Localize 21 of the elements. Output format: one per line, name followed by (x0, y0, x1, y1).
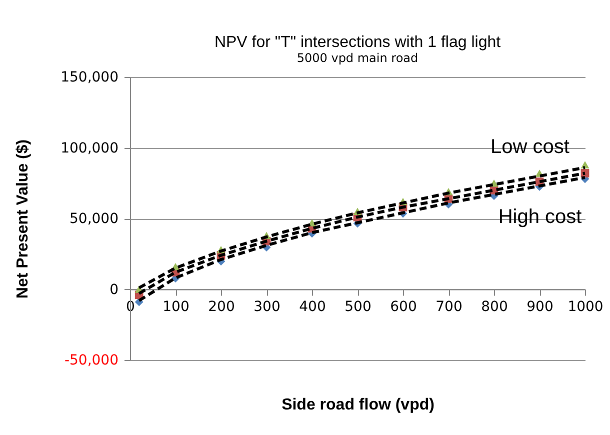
y-tick-label: -50,000 (64, 352, 118, 368)
x-tick-label: 600 (390, 298, 417, 315)
x-tick-label: 700 (436, 298, 462, 315)
x-axis-title: Side road flow (vpd) (282, 396, 434, 414)
y-tick-label: 150,000 (60, 70, 118, 86)
x-tick-label: 100 (162, 298, 190, 315)
x-tick-label: 400 (299, 298, 326, 315)
chart-subtitle: 5000 vpd main road (296, 51, 418, 65)
y-tick-label: 100,000 (60, 140, 118, 156)
y-axis-title: Net Present Value ($) (14, 139, 32, 299)
y-tick-label: 50,000 (70, 211, 118, 227)
x-tick-label: 900 (526, 298, 554, 315)
x-tick-label: 800 (481, 298, 508, 315)
x-tick-label: 300 (254, 298, 280, 315)
x-tick-label: 1000 (568, 298, 604, 315)
annotation: High cost (498, 206, 582, 228)
annotation: Low cost (490, 136, 570, 158)
chart-title: NPV for "T" intersections with 1 flag light (214, 34, 502, 51)
x-tick-label: 500 (344, 298, 372, 315)
x-tick-label: 200 (208, 298, 235, 315)
y-tick-label: 0 (110, 282, 118, 298)
